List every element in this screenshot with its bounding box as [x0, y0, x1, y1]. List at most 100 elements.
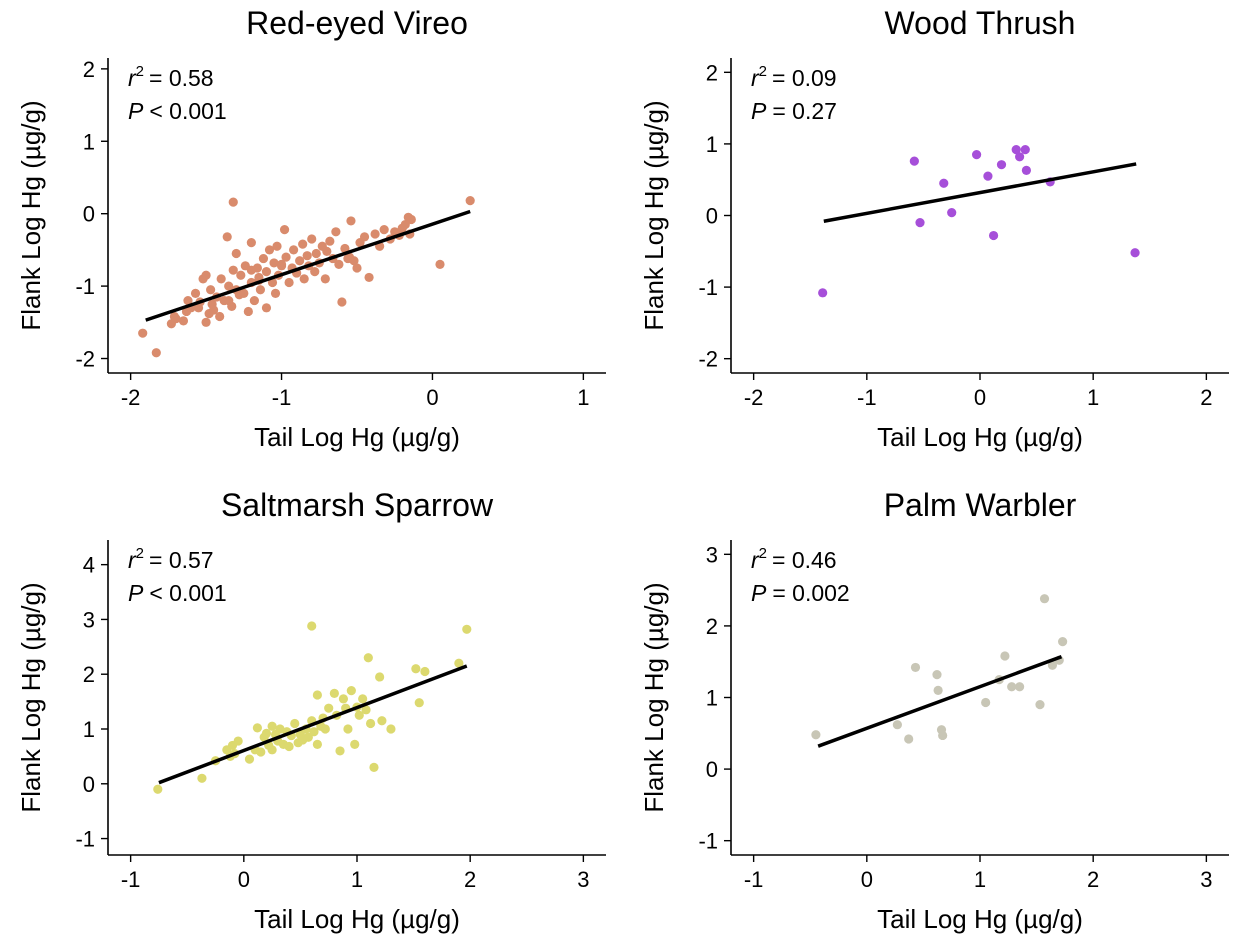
x-tick-label: 1 [974, 867, 986, 892]
data-point [249, 295, 259, 306]
x-axis-label: Tail Log Hg (µg/g) [254, 422, 460, 452]
data-point [206, 285, 216, 295]
data-point [352, 263, 362, 273]
data-point [462, 624, 472, 634]
r-squared-value: = 0.46 [772, 547, 837, 573]
regression-line [145, 209, 471, 322]
data-point [365, 718, 376, 729]
data-point [1011, 145, 1021, 155]
p-symbol: P [751, 98, 767, 124]
y-axis-label: Flank Log Hg (µg/g) [639, 582, 669, 812]
data-point [818, 288, 828, 298]
data-point [270, 288, 281, 298]
r-symbol: r [751, 65, 760, 91]
p-value: = 0.002 [772, 580, 849, 606]
data-point [171, 314, 181, 324]
data-point [267, 745, 277, 755]
data-point [258, 253, 269, 264]
scatter-points [153, 621, 472, 794]
panel-2: Wood Thrush -2 -1 0 1 2 -2 -1 0 1 2 Tail Log Hg (µg… [639, 5, 1229, 452]
data-point [246, 238, 256, 248]
panel-title: Wood Thrush [885, 5, 1076, 41]
data-point [307, 234, 317, 244]
data-point [346, 216, 356, 226]
data-point [1015, 152, 1025, 162]
y-tick-label: 0 [706, 204, 718, 229]
data-point [1130, 248, 1140, 258]
x-tick-label: 2 [1087, 867, 1099, 892]
data-point [299, 274, 309, 284]
x-tick-label: 0 [974, 385, 986, 410]
data-point [359, 232, 370, 242]
data-point [420, 666, 430, 677]
data-point [228, 197, 238, 207]
data-point [1015, 682, 1025, 692]
data-point [153, 784, 163, 794]
x-tick-label: 0 [861, 867, 873, 892]
y-tick-label: -2 [698, 347, 718, 372]
data-point [331, 227, 341, 237]
data-point [252, 723, 262, 733]
data-point [910, 662, 921, 673]
y-tick-label: 2 [706, 614, 718, 639]
data-point [279, 225, 290, 235]
data-point [255, 285, 266, 295]
panel-3: Saltmarsh Sparrow -1 0 1 2 3 -1 0 1 2 3 4 Tail Log H… [16, 487, 606, 934]
data-point [369, 762, 379, 772]
data-point [298, 239, 308, 249]
data-point [1039, 594, 1050, 604]
data-point [343, 724, 353, 734]
data-point [256, 747, 266, 757]
p-value: < 0.001 [149, 580, 226, 606]
r-symbol: r [751, 547, 760, 573]
data-point [261, 728, 272, 738]
data-point [361, 705, 371, 715]
y-tick-label: 0 [83, 772, 95, 797]
data-point [909, 156, 919, 166]
data-point [309, 727, 319, 737]
x-tick-label: -1 [744, 867, 764, 892]
data-point [334, 259, 344, 269]
data-point [303, 732, 313, 742]
x-tick-label: -1 [857, 385, 877, 410]
x-tick-label: 1 [577, 385, 589, 410]
data-point [201, 270, 211, 280]
r-symbol: r [128, 547, 137, 573]
x-tick-label: 1 [351, 867, 363, 892]
data-point [915, 218, 925, 228]
data-point [363, 653, 373, 663]
data-point [312, 690, 322, 700]
superscript-2: 2 [136, 545, 144, 562]
data-point [272, 241, 282, 251]
data-point [988, 230, 999, 241]
r-squared-annotation: r2 = 0.09 [751, 63, 837, 91]
data-point [1035, 700, 1045, 710]
p-symbol: P [751, 580, 767, 606]
data-point [178, 316, 189, 326]
data-point [222, 232, 232, 242]
data-point [337, 297, 347, 307]
data-point [377, 716, 387, 726]
y-tick-label: 2 [83, 662, 95, 687]
r-squared-value: = 0.09 [772, 65, 837, 91]
y-axis-label: Flank Log Hg (µg/g) [16, 582, 46, 812]
x-tick-label: -2 [121, 385, 141, 410]
data-point [1058, 637, 1068, 647]
y-axis-label: Flank Log Hg (µg/g) [16, 100, 46, 330]
y-tick-label: 1 [706, 686, 718, 711]
data-point [996, 160, 1007, 170]
data-point [335, 746, 345, 756]
data-point [264, 245, 275, 255]
data-point [320, 724, 330, 734]
data-point [215, 311, 225, 322]
data-point [236, 270, 246, 280]
y-axis-label: Flank Log Hg (µg/g) [639, 100, 669, 330]
y-tick-label: 1 [83, 129, 95, 154]
data-point [261, 303, 272, 313]
x-tick-label: 3 [577, 867, 589, 892]
data-point [320, 274, 330, 284]
x-tick-label: -1 [121, 867, 141, 892]
panel-title: Saltmarsh Sparrow [221, 487, 494, 523]
regression-line [158, 664, 468, 785]
data-point [311, 248, 321, 259]
